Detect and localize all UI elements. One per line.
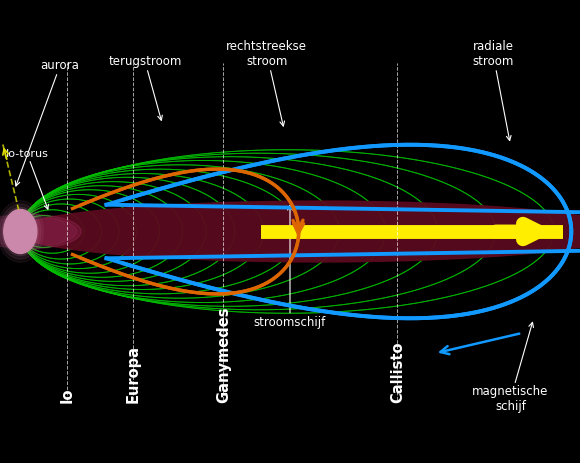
Ellipse shape <box>0 216 77 247</box>
Text: stroomschijf: stroomschijf <box>254 206 326 329</box>
Ellipse shape <box>3 209 37 254</box>
Text: rechtstreekse
stroom: rechtstreekse stroom <box>226 40 307 126</box>
Text: aurora: aurora <box>15 59 79 186</box>
Ellipse shape <box>14 201 580 262</box>
Text: terugstroom: terugstroom <box>108 55 182 120</box>
Text: Europa: Europa <box>126 344 141 403</box>
Ellipse shape <box>2 207 38 256</box>
Ellipse shape <box>0 200 44 263</box>
Ellipse shape <box>0 214 81 249</box>
Text: Ganymedes: Ganymedes <box>216 306 231 403</box>
Text: Io-torus: Io-torus <box>6 149 49 209</box>
Text: radiale
stroom: radiale stroom <box>472 40 514 141</box>
Text: magnetische
schijf: magnetische schijf <box>472 322 549 413</box>
Ellipse shape <box>0 204 41 259</box>
Text: Io: Io <box>59 387 74 403</box>
Text: Callisto: Callisto <box>390 341 405 403</box>
